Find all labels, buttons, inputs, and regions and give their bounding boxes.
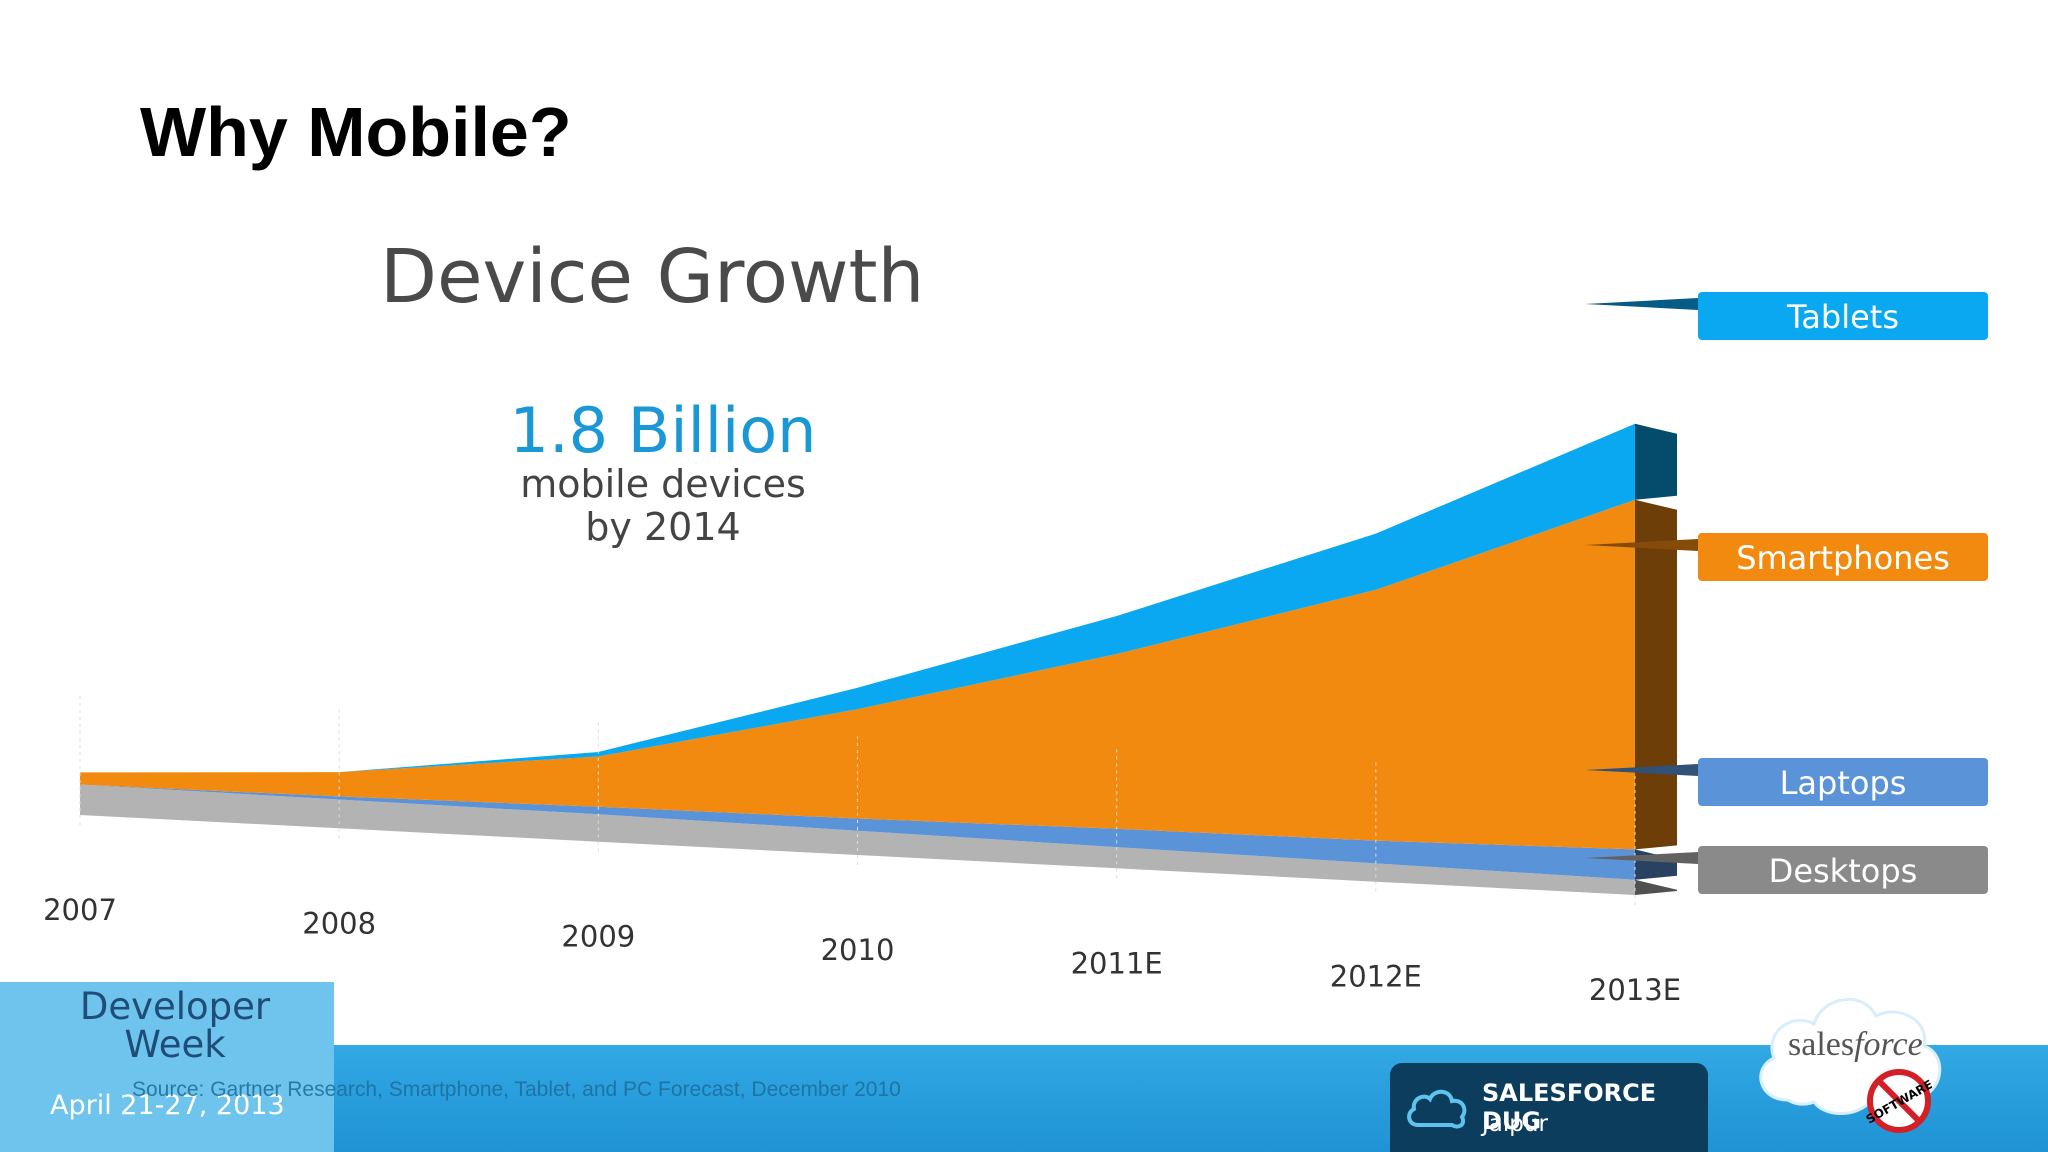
event-date: April 21-27, 2013 [50, 1090, 285, 1121]
legend-box-tablets [1698, 292, 1988, 340]
annotation-line1: mobile devices [520, 462, 806, 506]
area-side-smartphones [1635, 499, 1677, 850]
area-side-tablets [1635, 423, 1677, 500]
legend-label-tablets: Tablets [1786, 298, 1899, 336]
x-tick-0: 2007 [43, 893, 117, 927]
legend-box-smartphones [1698, 533, 1988, 581]
event-title: Developer Week [40, 988, 310, 1064]
dug-city: Jaipur [1482, 1111, 1548, 1137]
legend-label-smartphones: Smartphones [1736, 539, 1950, 577]
x-tick-3: 2010 [821, 933, 895, 967]
legend-box-laptops [1698, 758, 1988, 806]
legend-pointer-tablets [1585, 298, 1698, 310]
sf-force: force [1854, 1026, 1923, 1063]
legend-pointer-laptops [1585, 764, 1698, 776]
x-tick-4: 2011E [1071, 946, 1163, 980]
chart-title: Device Growth [380, 234, 924, 320]
legend-pointer-desktops [1585, 852, 1698, 864]
legend-pointer-smartphones [1585, 539, 1698, 551]
source-note: Source: Gartner Research, Smartphone, Ta… [132, 1078, 901, 1101]
legend-box-desktops [1698, 846, 1988, 894]
area-tablets [80, 423, 1635, 773]
area-side-desktops [1635, 879, 1677, 895]
event-title-line1: Developer [79, 985, 271, 1028]
area-smartphones [80, 499, 1635, 850]
x-tick-1: 2008 [302, 906, 376, 940]
x-tick-2: 2009 [561, 920, 635, 954]
x-tick-6: 2013E [1589, 973, 1681, 1007]
legend-label-laptops: Laptops [1780, 764, 1907, 802]
event-title-line2: Week [124, 1023, 226, 1066]
salesforce-wordmark: salesforce [1788, 1026, 1923, 1064]
legend-label-desktops: Desktops [1769, 852, 1918, 890]
area-desktops [80, 784, 1635, 895]
developer-week-badge: Developer Week April 21-27, 2013 [0, 982, 334, 1152]
annotation-line2: by 2014 [585, 505, 740, 549]
dug-title: SALESFORCE DUG [1482, 1079, 1657, 1135]
salesforce-dug-badge: SALESFORCE DUG Jaipur [1390, 1063, 1708, 1152]
sf-sales: sales [1788, 1026, 1855, 1063]
no-software-icon: SOFTWARE [1866, 1069, 1932, 1133]
cloud-icon [1407, 1089, 1467, 1129]
x-tick-5: 2012E [1330, 960, 1422, 994]
slide-title: Why Mobile? [140, 93, 572, 171]
annotation-headline: 1.8 Billion [510, 394, 817, 467]
